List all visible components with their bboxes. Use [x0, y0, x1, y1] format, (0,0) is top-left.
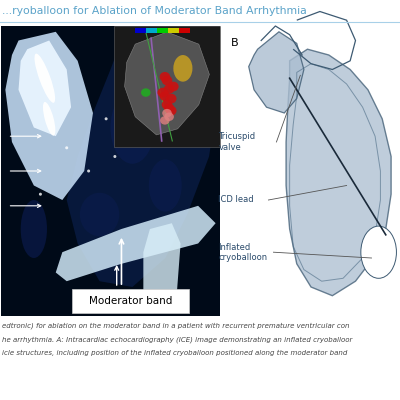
- Ellipse shape: [135, 106, 138, 109]
- Ellipse shape: [21, 200, 47, 258]
- Ellipse shape: [162, 109, 172, 117]
- Ellipse shape: [105, 117, 108, 120]
- Ellipse shape: [113, 155, 116, 158]
- Ellipse shape: [160, 116, 170, 125]
- Polygon shape: [125, 32, 210, 135]
- Ellipse shape: [141, 88, 150, 97]
- FancyBboxPatch shape: [72, 289, 189, 313]
- Ellipse shape: [80, 193, 119, 236]
- Polygon shape: [5, 32, 93, 200]
- Ellipse shape: [65, 146, 68, 149]
- Ellipse shape: [162, 100, 172, 110]
- Bar: [1, 26, 220, 316]
- Polygon shape: [286, 49, 391, 296]
- Ellipse shape: [168, 82, 179, 91]
- Text: ...ryoballoon for Ablation of Moderator Band Arrhythmia: ...ryoballoon for Ablation of Moderator …: [2, 6, 307, 16]
- Polygon shape: [67, 26, 220, 287]
- Text: Moderator band: Moderator band: [89, 296, 172, 306]
- Bar: [168, 28, 179, 33]
- Bar: [222, 26, 400, 316]
- Ellipse shape: [173, 55, 192, 82]
- Polygon shape: [56, 206, 216, 281]
- Ellipse shape: [164, 84, 174, 94]
- Ellipse shape: [164, 104, 174, 113]
- Text: ICD lead: ICD lead: [218, 196, 254, 204]
- Polygon shape: [143, 223, 180, 310]
- Ellipse shape: [166, 106, 176, 116]
- Ellipse shape: [166, 94, 176, 104]
- Ellipse shape: [39, 193, 42, 196]
- Bar: [146, 28, 157, 33]
- Text: he arrhythmia. A: Intracardiac echocardiography (ICE) image demonstrating an inf: he arrhythmia. A: Intracardiac echocardi…: [2, 336, 352, 343]
- Bar: [114, 26, 220, 147]
- Ellipse shape: [153, 140, 156, 144]
- Ellipse shape: [110, 91, 154, 164]
- Ellipse shape: [361, 226, 396, 278]
- Polygon shape: [249, 32, 304, 113]
- Bar: [157, 28, 168, 33]
- Ellipse shape: [164, 112, 174, 121]
- Ellipse shape: [34, 54, 55, 103]
- Text: icle structures, including position of the inflated cryoballoon positioned along: icle structures, including position of t…: [2, 350, 347, 356]
- Bar: [179, 28, 190, 33]
- Ellipse shape: [160, 91, 170, 101]
- Ellipse shape: [158, 88, 168, 97]
- Ellipse shape: [160, 72, 170, 82]
- Ellipse shape: [87, 170, 90, 172]
- Text: B: B: [231, 38, 238, 48]
- Text: edtronic) for ablation on the moderator band in a patient with recurrent prematu: edtronic) for ablation on the moderator …: [2, 322, 350, 329]
- Text: Tricuspid
valve: Tricuspid valve: [218, 132, 256, 152]
- Ellipse shape: [162, 76, 172, 85]
- Ellipse shape: [149, 159, 182, 212]
- Polygon shape: [18, 40, 71, 136]
- Text: Inflated
cryoballoon: Inflated cryoballoon: [218, 242, 268, 262]
- Ellipse shape: [43, 102, 55, 136]
- Bar: [135, 28, 146, 33]
